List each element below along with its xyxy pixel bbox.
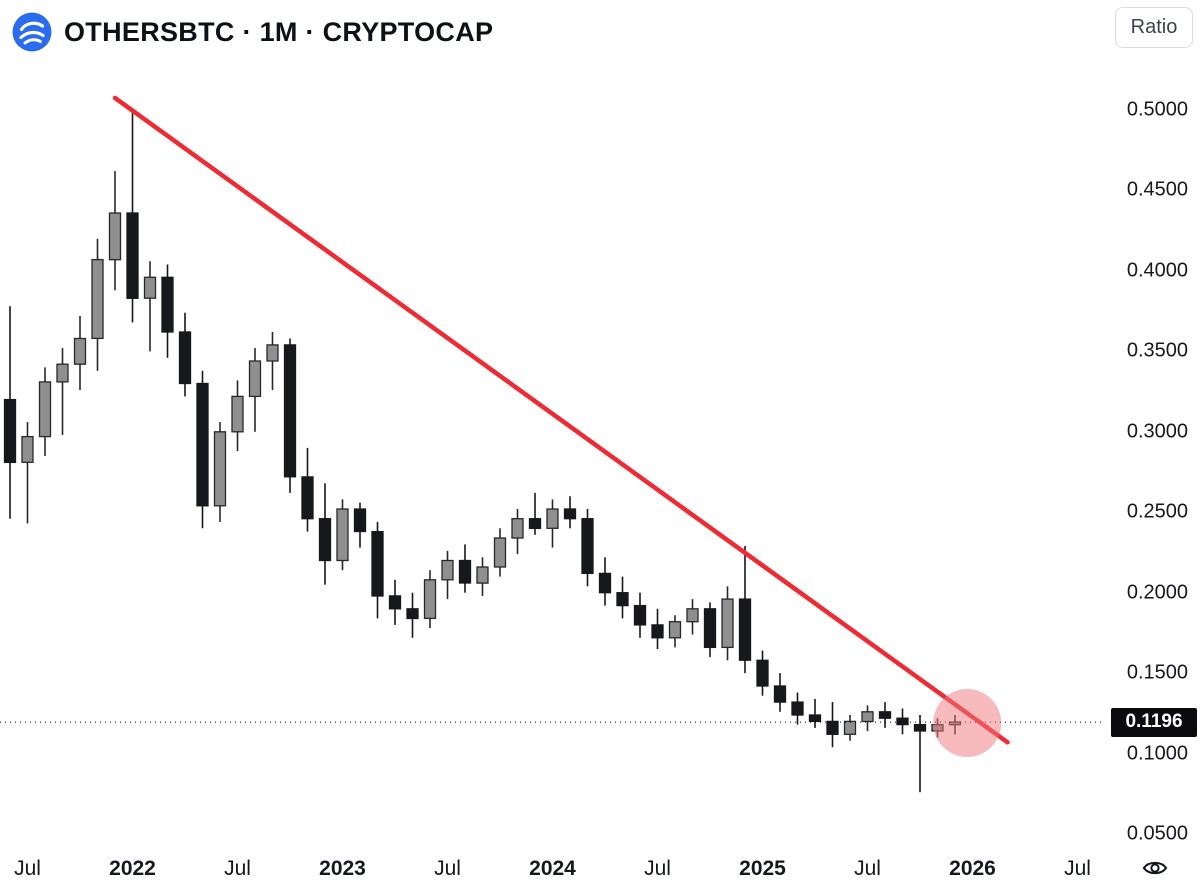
candle-body-2025-10 bbox=[913, 723, 927, 732]
candlestick-series bbox=[3, 110, 962, 793]
candle-body-2024-11 bbox=[721, 598, 734, 649]
price-tick-0.1500: 0.1500 bbox=[1126, 661, 1188, 684]
candle-body-2023-09 bbox=[476, 566, 489, 584]
descending-trendline[interactable] bbox=[112, 95, 1010, 745]
time-tick-2022: 2022 bbox=[109, 857, 156, 880]
candle-body-2025-09 bbox=[896, 717, 909, 726]
candle-body-2024-01 bbox=[546, 508, 559, 529]
candle-body-2024-02 bbox=[563, 508, 577, 520]
candle-body-2024-03 bbox=[581, 518, 594, 575]
time-tick-Jul: Jul bbox=[644, 857, 671, 880]
candle-body-2025-06 bbox=[843, 720, 857, 735]
candle-body-2021-12 bbox=[108, 212, 122, 261]
candle-body-2022-09 bbox=[266, 344, 279, 362]
price-tick-0.2000: 0.2000 bbox=[1126, 581, 1188, 604]
candle-body-2022-12 bbox=[318, 518, 332, 562]
ratio-scale-button[interactable]: Ratio bbox=[1115, 7, 1193, 48]
candle-body-2022-07 bbox=[231, 395, 244, 433]
price-tick-0.1000: 0.1000 bbox=[1126, 742, 1188, 765]
candle-body-2023-06 bbox=[423, 579, 437, 620]
time-tick-Jul: Jul bbox=[434, 857, 461, 880]
candle-body-2023-10 bbox=[493, 537, 507, 568]
candle-body-2021-07 bbox=[21, 435, 34, 463]
candle-body-2024-08 bbox=[668, 621, 682, 639]
time-tick-Jul: Jul bbox=[854, 857, 881, 880]
candle-body-2025-08 bbox=[878, 711, 892, 719]
candle-body-2022-11 bbox=[301, 476, 314, 520]
time-tick-2026: 2026 bbox=[949, 857, 996, 880]
candle-body-2021-09 bbox=[56, 363, 69, 383]
price-axis[interactable]: 0.1196 0.5000 0.4500 0.4000 0.3500 0.3000 0.2… bbox=[1090, 0, 1200, 889]
candle-body-2022-03 bbox=[161, 276, 174, 333]
price-tick-0.3500: 0.3500 bbox=[1126, 339, 1188, 362]
price-tick-0.5000: 0.5000 bbox=[1126, 98, 1188, 121]
candle-body-2021-10 bbox=[73, 337, 87, 365]
time-tick-Jul: Jul bbox=[14, 857, 41, 880]
candle-body-2021-06 bbox=[3, 398, 17, 464]
candle-body-2025-02 bbox=[773, 685, 787, 703]
symbol-logo-icon[interactable] bbox=[12, 12, 52, 52]
candle-body-2023-03 bbox=[371, 530, 384, 597]
candle-body-2022-05 bbox=[196, 382, 209, 507]
candle-body-2024-05 bbox=[616, 592, 629, 607]
candle-body-2024-07 bbox=[651, 624, 664, 639]
chart-header: OTHERSBTC · 1M · CRYPTOCAP bbox=[0, 0, 1200, 64]
price-tick-0.0500: 0.0500 bbox=[1126, 822, 1188, 845]
candle-body-2023-04 bbox=[388, 595, 402, 610]
symbol-title[interactable]: OTHERSBTC · 1M · CRYPTOCAP bbox=[64, 16, 494, 47]
price-tick-0.2500: 0.2500 bbox=[1126, 500, 1188, 523]
candle-body-2021-11 bbox=[91, 258, 104, 340]
candle-body-2024-09 bbox=[686, 608, 699, 623]
time-tick-Jul: Jul bbox=[224, 857, 251, 880]
candle-body-2023-08 bbox=[458, 559, 472, 584]
candle-body-2022-08 bbox=[248, 360, 262, 398]
price-tick-0.4000: 0.4000 bbox=[1126, 259, 1188, 282]
candle-body-2023-05 bbox=[406, 608, 419, 620]
last-price-label: 0.1196 bbox=[1111, 707, 1197, 737]
candle-body-2024-10 bbox=[703, 608, 717, 649]
time-tick-2023: 2023 bbox=[319, 857, 366, 880]
candle-body-2025-04 bbox=[808, 714, 822, 723]
candle-body-2025-07 bbox=[861, 711, 874, 723]
candle-body-2023-02 bbox=[353, 508, 367, 533]
candle-body-2022-06 bbox=[213, 431, 227, 507]
candle-body-2023-07 bbox=[441, 559, 454, 581]
time-tick-2025: 2025 bbox=[739, 857, 786, 880]
candle-body-2022-04 bbox=[178, 331, 192, 385]
candle-body-2022-02 bbox=[143, 276, 157, 299]
candle-body-2024-04 bbox=[598, 572, 612, 594]
candle-body-2025-05 bbox=[826, 720, 839, 735]
eye-icon[interactable] bbox=[1141, 854, 1169, 882]
candle-body-2022-01 bbox=[126, 212, 139, 299]
price-tick-0.3000: 0.3000 bbox=[1126, 420, 1188, 443]
candle-body-2024-06 bbox=[633, 604, 647, 626]
price-tick-0.4500: 0.4500 bbox=[1126, 178, 1188, 201]
time-tick-Jul: Jul bbox=[1064, 857, 1091, 880]
candle-body-2021-08 bbox=[38, 381, 52, 438]
candle-body-2023-01 bbox=[336, 508, 349, 562]
trendline-touch-highlight bbox=[933, 689, 1002, 758]
candle-body-2023-12 bbox=[528, 518, 542, 530]
candle-body-2025-01 bbox=[756, 659, 769, 687]
time-tick-2024: 2024 bbox=[529, 857, 576, 880]
candle-body-2024-12 bbox=[738, 598, 752, 661]
time-axis[interactable]: Jul 2022 Jul 2023 Jul 2024 Jul 2025 Jul 2026 Jul bbox=[0, 843, 1200, 889]
candle-body-2025-03 bbox=[791, 701, 804, 716]
candle-body-2022-10 bbox=[283, 344, 297, 478]
candle-body-2023-11 bbox=[511, 518, 524, 539]
